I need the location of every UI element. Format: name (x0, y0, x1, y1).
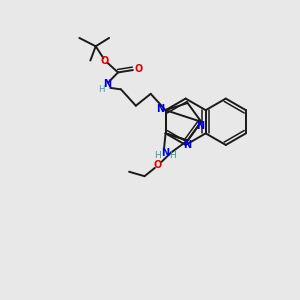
Text: N: N (156, 104, 165, 114)
Text: H: H (169, 151, 176, 160)
Text: H: H (154, 151, 161, 160)
Text: O: O (154, 160, 162, 170)
Text: O: O (135, 64, 143, 74)
Text: N: N (196, 121, 204, 130)
Text: N: N (103, 79, 111, 89)
Text: N: N (161, 148, 169, 158)
Text: N: N (183, 140, 191, 150)
Text: O: O (100, 56, 109, 66)
Text: H: H (98, 85, 105, 94)
